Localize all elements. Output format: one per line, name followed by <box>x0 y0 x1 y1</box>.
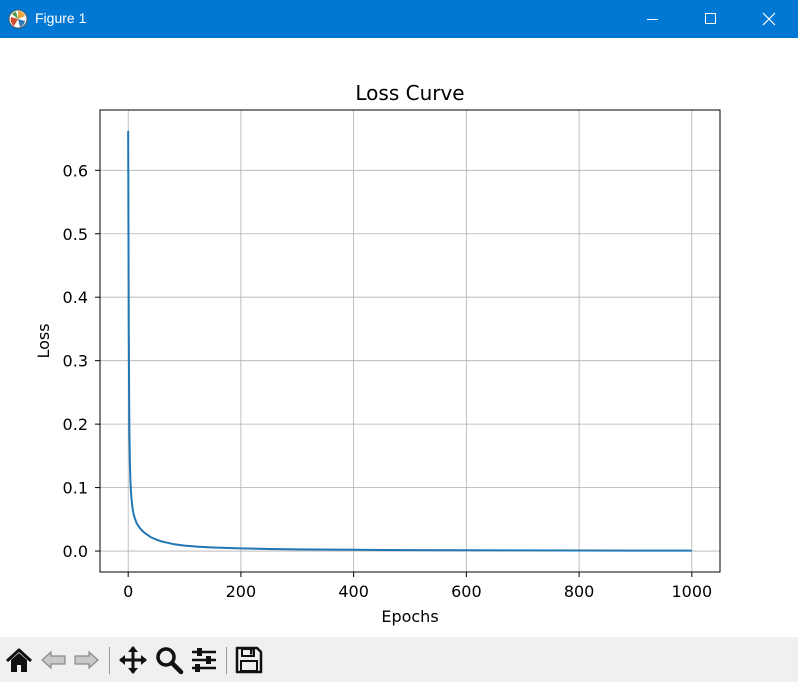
y-tick-label: 0.5 <box>63 225 88 244</box>
x-tick-label: 200 <box>226 582 257 601</box>
y-tick-label: 0.2 <box>63 415 88 434</box>
window-title: Figure 1 <box>35 10 87 26</box>
loss-curve-chart: 0 200 400 600 800 1000 0.0 0.1 0.2 0.3 0.4 0.5 0.6 Lo… <box>34 81 721 626</box>
maximize-icon <box>705 13 716 24</box>
pan-icon[interactable] <box>118 645 148 675</box>
navigation-toolbar <box>0 637 798 682</box>
matplotlib-app-icon <box>8 9 28 29</box>
axes-frame <box>99 109 721 573</box>
chart-title: Loss Curve <box>355 81 464 105</box>
configure-subplots-icon[interactable] <box>189 645 219 675</box>
figure-canvas[interactable]: 0 200 400 600 800 1000 0.0 0.1 0.2 0.3 0.4 0.5 0.6 Lo… <box>0 38 798 636</box>
forward-icon[interactable] <box>71 645 101 675</box>
y-tick-label: 0.3 <box>63 352 88 371</box>
y-tick-label: 0.1 <box>63 479 88 498</box>
x-tick-label: 800 <box>564 582 595 601</box>
loss-series-line <box>127 130 692 552</box>
close-icon <box>762 12 776 26</box>
x-axis-label: Epochs <box>381 607 438 626</box>
close-button[interactable] <box>740 0 798 38</box>
y-tick-label: 0.6 <box>63 161 88 180</box>
maximize-button[interactable] <box>682 0 740 38</box>
y-tick-label: 0.0 <box>63 542 88 561</box>
minimize-button[interactable] <box>624 0 682 38</box>
y-axis-label: Loss <box>34 323 53 358</box>
toolbar-separator <box>226 647 227 674</box>
zoom-icon[interactable] <box>154 645 184 675</box>
toolbar-separator <box>109 647 110 674</box>
back-icon[interactable] <box>39 645 69 675</box>
home-icon[interactable] <box>4 645 34 675</box>
save-icon[interactable] <box>234 645 264 675</box>
minimize-icon <box>647 19 658 20</box>
y-tick-label: 0.4 <box>63 288 88 307</box>
window-titlebar: Figure 1 <box>0 0 798 38</box>
x-tick-label: 600 <box>451 582 482 601</box>
x-tick-label: 1000 <box>671 582 712 601</box>
x-tick-label: 400 <box>338 582 369 601</box>
x-tick-label: 0 <box>123 582 133 601</box>
